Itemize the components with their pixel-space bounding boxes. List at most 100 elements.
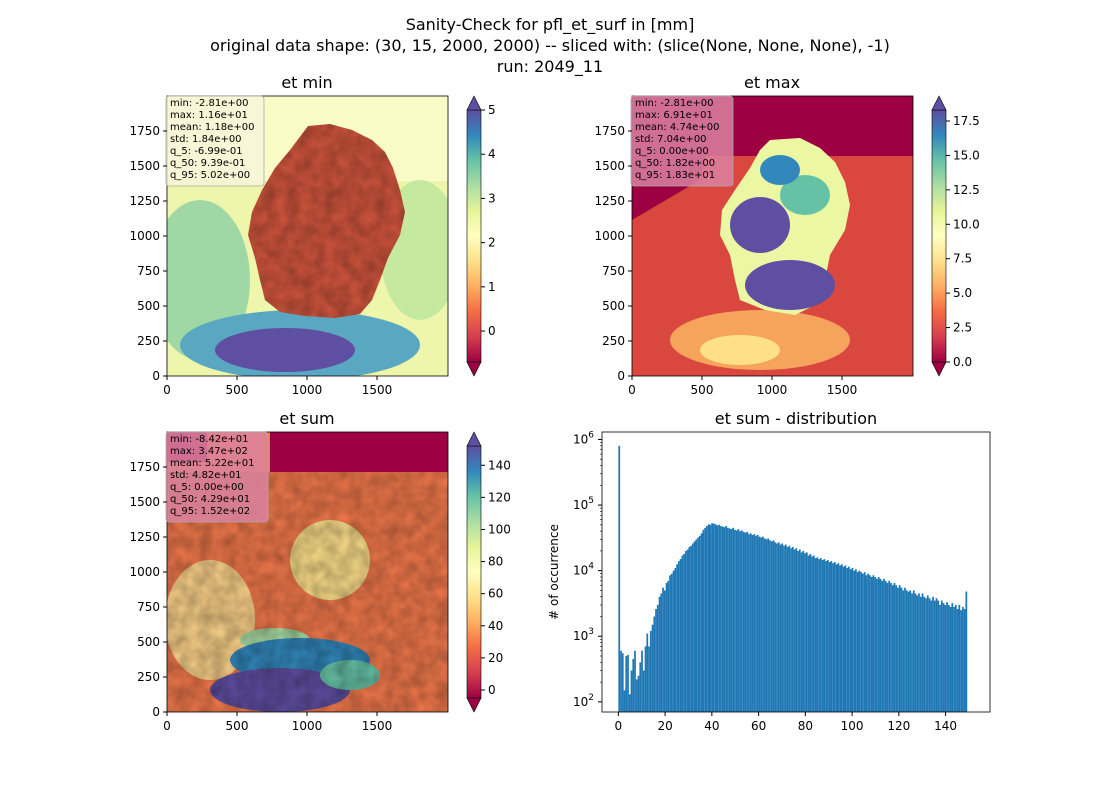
map-germany-blue-a — [730, 197, 790, 253]
hist-bar — [944, 604, 947, 712]
hist-bar — [856, 572, 859, 712]
y-tick: 0 — [152, 369, 167, 383]
hist-bar — [902, 590, 905, 712]
y-tick: 1250 — [129, 530, 167, 544]
hist-bar — [667, 580, 670, 712]
hist-bar — [860, 572, 863, 712]
hist-bar — [725, 525, 728, 712]
y-tick: 750 — [137, 264, 167, 278]
hist-bar — [848, 566, 850, 712]
hist-bar — [895, 585, 898, 712]
hist-bar — [791, 546, 794, 712]
map-region-alps-core — [215, 328, 355, 372]
hist-bar — [637, 675, 640, 712]
stat-mean: mean: 1.18e+00 — [170, 122, 254, 133]
colorbar-tick-label: 10.0 — [953, 217, 980, 231]
hist-bar — [883, 578, 885, 712]
y-tick: 1500 — [129, 159, 167, 173]
hist-bar — [818, 559, 820, 712]
colorbar-tick-label: 15.0 — [953, 148, 980, 162]
hist-bar — [798, 549, 801, 712]
hist-bar — [953, 606, 955, 712]
hist-bar — [760, 537, 763, 712]
y-tick: 250 — [137, 334, 167, 348]
y-tick-label: 250 — [602, 334, 625, 348]
x-tick-label: 100 — [841, 719, 864, 733]
hist-bar — [714, 524, 717, 712]
hist-bar — [965, 591, 968, 712]
x-tick-label: 500 — [691, 383, 714, 397]
x-tick: 0 — [628, 376, 636, 397]
hist-bar — [907, 591, 910, 712]
y-tick-label: 250 — [137, 334, 160, 348]
hist-bar — [718, 524, 721, 712]
hist-bar — [939, 604, 941, 712]
hist-bar — [819, 558, 822, 712]
hist-bar — [739, 531, 742, 712]
colorbar: 0 20 40 60 80 100 120 140 — [466, 431, 511, 713]
y-tick-exponent: 6 — [588, 430, 594, 440]
y-tick: 250 — [602, 334, 632, 348]
colorbar-tick-label: 17.5 — [953, 114, 980, 128]
y-tick-exponent: 2 — [588, 693, 594, 703]
hist-bar — [702, 529, 705, 712]
stat-q50: q_50: 1.82e+00 — [635, 158, 715, 169]
colorbar-tick-label: 0 — [488, 683, 496, 697]
map-germany-texture — [248, 124, 405, 318]
hist-bar — [618, 445, 621, 712]
hist-bar — [677, 561, 680, 712]
y-tick-label: 500 — [137, 635, 160, 649]
hist-bar — [802, 550, 805, 712]
hist-bar — [709, 524, 712, 712]
y-tick-label: 1500 — [129, 159, 160, 173]
colorbar-tick-label: 2 — [488, 236, 496, 250]
hist-bar — [886, 582, 889, 712]
hist-bar — [693, 541, 696, 712]
hist-bar — [649, 631, 652, 712]
hist-bar — [716, 525, 719, 712]
colorbar-extend-bottom — [466, 361, 482, 377]
hist-bar — [655, 609, 657, 712]
y-tick-label: 1000 — [129, 565, 160, 579]
panel-et-sum: et sum min: -8.42e+01 max: 3.47e+02 mean… — [129, 409, 510, 733]
stat-std: std: 1.84e+00 — [170, 134, 242, 145]
x-tick-label: 0 — [163, 719, 171, 733]
hist-bar — [763, 538, 766, 712]
y-tick-label: 1500 — [129, 495, 160, 509]
y-tick-label: 500 — [602, 299, 625, 313]
colorbar-tick-label: 5.0 — [953, 286, 972, 300]
y-tick-label: 250 — [137, 670, 160, 684]
map-germany-teal — [780, 175, 830, 215]
hist-bar — [853, 570, 856, 712]
x-tick-label: 1500 — [362, 383, 393, 397]
colorbar-extend-top — [466, 95, 482, 111]
y-tick: 0 — [152, 705, 167, 719]
y-tick-label: 750 — [137, 600, 160, 614]
hist-bar — [961, 606, 964, 712]
hist-bar — [679, 559, 682, 712]
hist-bar — [697, 537, 699, 712]
y-tick-label: 1000 — [594, 229, 625, 243]
hist-bar — [876, 578, 878, 712]
y-tick: 1500 — [594, 159, 632, 173]
panel-title: et sum — [279, 409, 334, 428]
hist-bar — [704, 527, 707, 712]
hist-bar — [912, 590, 915, 712]
hist-bar — [681, 555, 684, 712]
hist-bar — [862, 573, 864, 712]
colorbar-tick-label: 60 — [488, 587, 503, 601]
hist-bar — [844, 565, 847, 712]
hist-bar — [748, 534, 750, 712]
hist-bar — [877, 577, 880, 712]
hist-bar — [900, 587, 903, 712]
hist-x-axis: 0 20 40 60 80 100 120 140 — [615, 712, 957, 733]
map-germany-blue-b — [745, 260, 835, 310]
colorbar-extend-bottom — [466, 697, 482, 713]
colorbar-extend-top — [931, 95, 947, 111]
hist-bar — [769, 540, 771, 712]
hist-bar — [828, 562, 831, 712]
hist-bar — [956, 609, 959, 712]
hist-bar — [749, 533, 752, 712]
x-tick-label: 80 — [798, 719, 813, 733]
hist-bar — [830, 561, 833, 712]
